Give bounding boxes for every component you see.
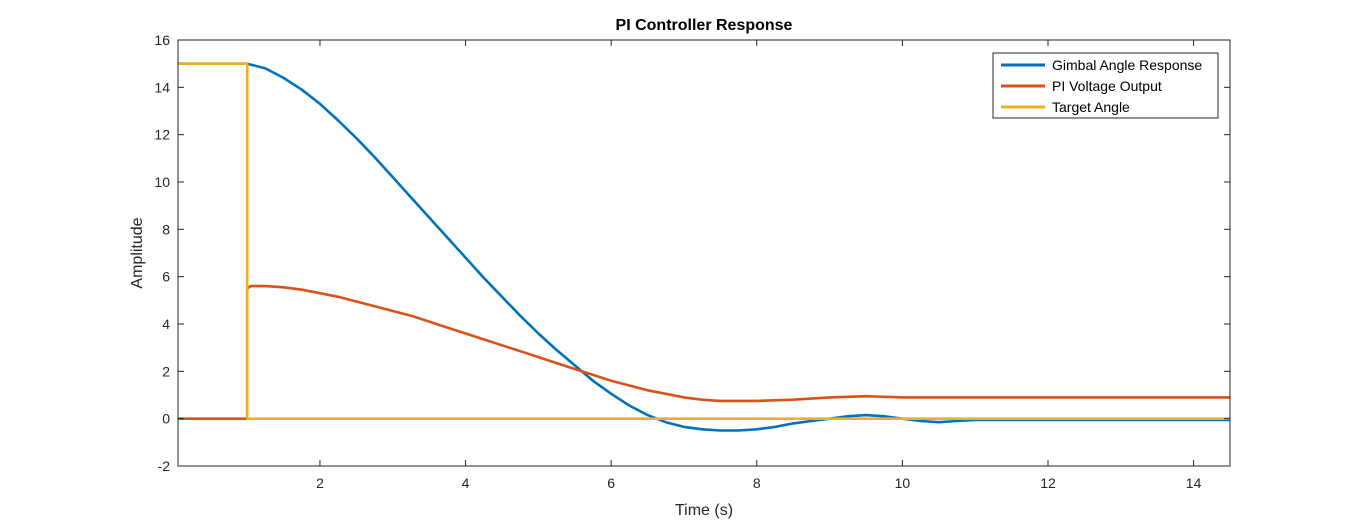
ticks-layer: 2 4 6 8 10 12 14 -2 0 2 4 6 8 10 12 14 16 bbox=[154, 32, 1230, 491]
chart-title: PI Controller Response bbox=[616, 17, 793, 34]
series-line-target-angle bbox=[178, 62, 1230, 421]
y-tick-label: 4 bbox=[162, 316, 170, 332]
legend-label-gimbal: Gimbal Angle Response bbox=[1052, 57, 1202, 73]
y-tick-label: -2 bbox=[158, 458, 171, 474]
series-line-gimbal-angle-response bbox=[178, 62, 1230, 432]
series-line-pi-voltage-output bbox=[178, 284, 1230, 421]
y-tick-label: 8 bbox=[162, 221, 170, 237]
y-axis-label: Amplitude bbox=[129, 217, 146, 288]
y-tick-label: 6 bbox=[162, 269, 170, 285]
legend-label-target: Target Angle bbox=[1052, 99, 1130, 115]
x-tick-label: 10 bbox=[895, 475, 911, 491]
series-layer bbox=[178, 62, 1230, 432]
axes-box bbox=[177, 39, 1231, 467]
x-tick-label: 2 bbox=[316, 475, 324, 491]
y-tick-label: 0 bbox=[162, 411, 170, 427]
x-tick-label: 12 bbox=[1040, 475, 1056, 491]
legend-label-voltage: PI Voltage Output bbox=[1052, 78, 1162, 94]
y-tick-label: 10 bbox=[154, 174, 170, 190]
y-tick-label: 2 bbox=[162, 363, 170, 379]
y-tick-label: 12 bbox=[154, 127, 170, 143]
x-axis-label: Time (s) bbox=[675, 502, 733, 519]
x-tick-label: 6 bbox=[607, 475, 615, 491]
x-tick-label: 14 bbox=[1186, 475, 1202, 491]
legend: Gimbal Angle Response PI Voltage Output … bbox=[992, 52, 1219, 119]
x-tick-label: 8 bbox=[753, 475, 761, 491]
y-tick-label: 16 bbox=[154, 32, 170, 48]
y-tick-label: 14 bbox=[154, 79, 170, 95]
x-tick-label: 4 bbox=[462, 475, 470, 491]
